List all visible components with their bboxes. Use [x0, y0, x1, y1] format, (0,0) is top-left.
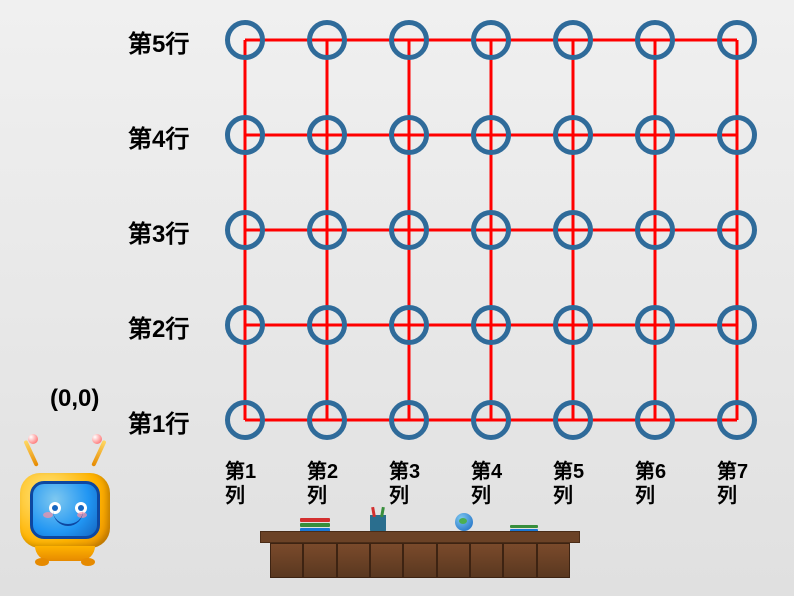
- desk-panel: [303, 543, 336, 578]
- desk-panel: [270, 543, 303, 578]
- row-label: 第5行: [128, 24, 189, 59]
- row-label: 第2行: [128, 309, 189, 344]
- desk-panel: [437, 543, 470, 578]
- desk-panel: [470, 543, 503, 578]
- desk-panel: [337, 543, 370, 578]
- tv-character: [10, 446, 120, 566]
- origin-label: (0,0): [50, 385, 99, 413]
- row-label: 第3行: [128, 214, 189, 249]
- teacher-desk: [260, 521, 580, 581]
- row-label: 第4行: [128, 119, 189, 154]
- desk-panel: [503, 543, 536, 578]
- col-label: 第5列: [553, 460, 584, 508]
- desk-panel: [403, 543, 436, 578]
- row-label: 第1行: [128, 404, 189, 439]
- desk-panel: [370, 543, 403, 578]
- col-label: 第7列: [717, 460, 748, 508]
- col-label: 第2列: [307, 460, 338, 508]
- col-label: 第1列: [225, 460, 256, 508]
- stage: 第1行 第2行 第3行 第4行 第5行第1列 第2列 第3列 第4列 第5列 第6列 第7列 (0,…: [0, 0, 794, 596]
- desk-globe: [455, 513, 475, 533]
- desk-panel: [537, 543, 570, 578]
- col-label: 第4列: [471, 460, 502, 508]
- col-label: 第3列: [389, 460, 420, 508]
- col-label: 第6列: [635, 460, 666, 508]
